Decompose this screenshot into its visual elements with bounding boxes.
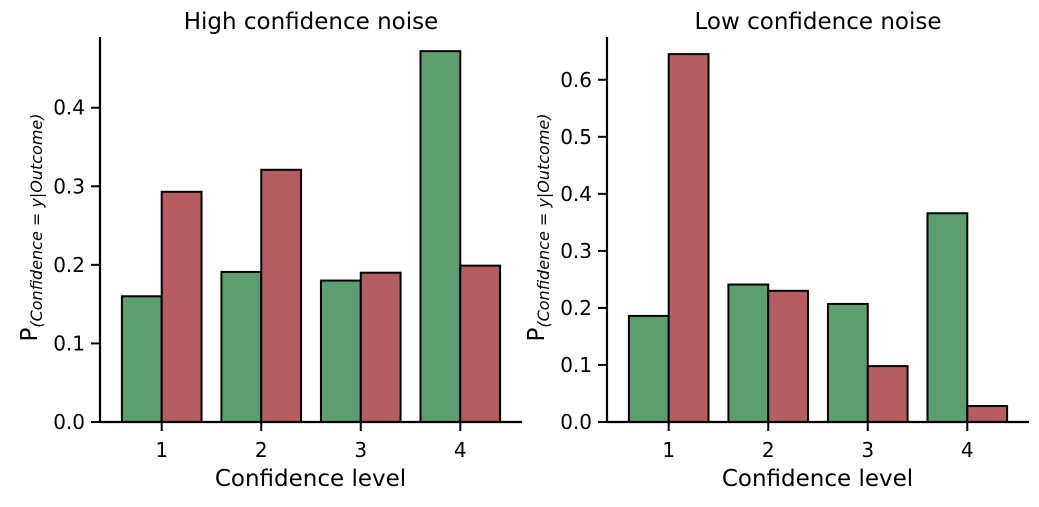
bar-green-3 — [319, 279, 362, 424]
y-tick-label: 0.1 — [53, 331, 85, 355]
bar-red-2 — [260, 168, 303, 423]
bar-green-2 — [727, 283, 770, 423]
y-tick-label: 0.2 — [560, 296, 592, 320]
x-tick-label: 1 — [155, 438, 168, 462]
bar-green-4 — [419, 50, 462, 424]
x-tick-label: 1 — [662, 438, 675, 462]
y-axis-label-main: P — [524, 328, 550, 342]
y-axis-label-subscript: (Confidence = y|Outcome) — [27, 113, 46, 327]
y-tick-label: 0.0 — [560, 410, 592, 434]
x-tick-label: 2 — [762, 438, 775, 462]
y-axis-label: P(Confidence = y|Outcome) — [524, 113, 553, 341]
bar-green-3 — [826, 302, 869, 423]
bar-red-4 — [459, 264, 502, 423]
bar-red-1 — [667, 53, 710, 423]
x-tick-label: 2 — [255, 438, 268, 462]
y-tick-label: 0.6 — [560, 68, 592, 92]
bar-red-1 — [160, 190, 203, 423]
y-axis-label-subscript: (Confidence = y|Outcome) — [534, 113, 553, 327]
bar-red-2 — [767, 289, 810, 423]
y-tick-label: 0.1 — [560, 353, 592, 377]
y-axis-label-main: P — [17, 328, 43, 342]
x-tick-label: 4 — [454, 438, 467, 462]
y-tick-label: 0.2 — [53, 253, 85, 277]
bar-green-2 — [220, 270, 263, 423]
y-tick-label: 0.4 — [560, 182, 592, 206]
y-tick-label: 0.3 — [53, 174, 85, 198]
y-axis-label: P(Confidence = y|Outcome) — [17, 113, 46, 341]
bar-green-1 — [627, 314, 670, 423]
x-axis-label: Confidence level — [722, 466, 913, 492]
y-tick-label: 0.0 — [53, 410, 85, 434]
chart-title: High confidence noise — [184, 9, 439, 35]
x-tick-label: 3 — [861, 438, 874, 462]
y-tick-label: 0.4 — [53, 96, 85, 120]
y-tick-label: 0.5 — [560, 125, 592, 149]
chart-panel-1: 0.0 0.1 0.2 0.3 0.4 1 2 3 4 High confidence noise… — [17, 9, 522, 492]
x-tick-label: 3 — [354, 438, 367, 462]
chart-panel-2: 0.0 0.1 0.2 0.3 0.4 0.5 0.6 1 2 3 4 Low confidence … — [524, 9, 1029, 492]
x-axis-label: Confidence level — [215, 466, 406, 492]
bar-red-3 — [866, 365, 909, 423]
bar-red-3 — [359, 271, 402, 424]
bar-green-4 — [926, 212, 969, 423]
y-tick-label: 0.3 — [560, 239, 592, 263]
x-tick-label: 4 — [961, 438, 974, 462]
chart-title: Low confidence noise — [695, 9, 942, 35]
bar-green-1 — [120, 295, 163, 423]
bar-red-4 — [966, 405, 1009, 424]
